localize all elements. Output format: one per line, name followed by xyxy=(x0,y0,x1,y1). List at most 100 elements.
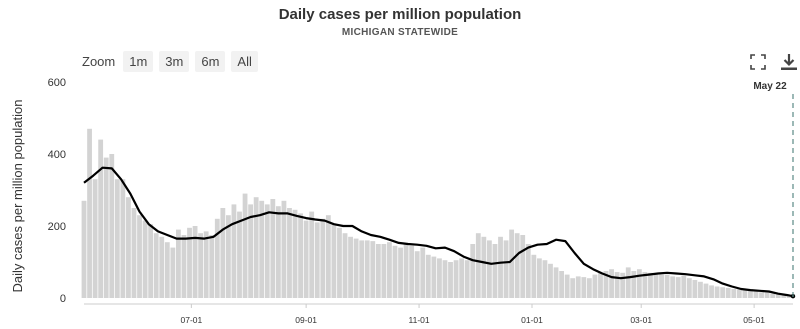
bar xyxy=(614,272,620,298)
bar xyxy=(603,271,609,298)
bar xyxy=(181,235,187,298)
bar xyxy=(714,286,720,298)
bar xyxy=(409,245,415,298)
bar xyxy=(525,244,531,298)
bar xyxy=(564,274,570,298)
bar xyxy=(370,241,376,298)
zoom-label: Zoom xyxy=(82,54,116,69)
bar xyxy=(187,227,192,298)
bar xyxy=(292,209,298,298)
marker-label: May 22 xyxy=(753,81,787,92)
bar xyxy=(759,292,764,298)
bar xyxy=(270,199,276,298)
bar xyxy=(192,226,198,298)
bar xyxy=(437,258,442,298)
y-axis-label: Daily cases per million population xyxy=(10,100,25,293)
bar xyxy=(303,220,309,298)
bar xyxy=(298,213,303,298)
x-axis: 07-01 09-01 11-01 01-01 03-01 05-01 xyxy=(84,303,793,325)
bar xyxy=(198,233,204,298)
bar xyxy=(264,204,270,298)
bar xyxy=(431,256,437,298)
bar xyxy=(503,240,509,298)
bar xyxy=(225,215,231,298)
bar xyxy=(720,287,726,298)
x-tick-label: 03-01 xyxy=(630,315,652,325)
bar xyxy=(453,260,459,298)
bar xyxy=(609,269,614,298)
bar xyxy=(736,289,742,298)
bar xyxy=(137,215,142,298)
bar xyxy=(448,262,453,298)
bar xyxy=(420,247,426,298)
bar xyxy=(786,295,792,298)
bar xyxy=(514,233,520,298)
bar xyxy=(242,193,248,298)
bar xyxy=(281,200,287,298)
bar xyxy=(559,271,565,298)
bar xyxy=(375,244,381,298)
bar xyxy=(148,224,154,298)
bar xyxy=(498,236,503,298)
download-icon[interactable] xyxy=(779,52,799,72)
bar xyxy=(686,278,692,298)
bar xyxy=(620,272,626,298)
bar xyxy=(237,211,242,298)
bar xyxy=(253,197,259,298)
bar xyxy=(625,267,631,298)
bar xyxy=(309,211,315,298)
bar xyxy=(487,240,492,298)
bar xyxy=(114,179,120,298)
bar xyxy=(775,294,781,298)
y-tick-label: 0 xyxy=(60,293,66,305)
bar xyxy=(342,233,348,298)
bar xyxy=(742,290,748,298)
x-tick-label: 09-01 xyxy=(295,315,317,325)
bar xyxy=(159,236,165,298)
bar xyxy=(531,254,537,298)
bar xyxy=(642,272,648,298)
bar xyxy=(98,139,104,298)
x-tick-label: 07-01 xyxy=(180,315,202,325)
bar xyxy=(659,274,664,298)
bar xyxy=(220,208,226,298)
bar xyxy=(681,275,687,298)
bar xyxy=(459,258,465,298)
bar xyxy=(353,238,359,298)
bar xyxy=(109,154,115,298)
bar xyxy=(164,242,170,298)
zoom-6m-button[interactable]: 6m xyxy=(195,51,226,72)
bar xyxy=(703,283,709,298)
bar xyxy=(403,244,409,298)
bar xyxy=(387,242,392,298)
bar xyxy=(392,245,398,298)
bar xyxy=(364,240,370,298)
bar xyxy=(636,269,642,298)
bar xyxy=(425,254,431,298)
zoom-3m-button[interactable]: 3m xyxy=(159,51,190,72)
bar xyxy=(548,263,553,298)
zoom-1m-button[interactable]: 1m xyxy=(123,51,154,72)
bar xyxy=(470,244,476,298)
bar xyxy=(764,292,770,298)
x-tick-label: 05-01 xyxy=(743,315,765,325)
bar xyxy=(475,233,481,298)
bar xyxy=(781,295,787,298)
fullscreen-icon[interactable] xyxy=(748,52,768,72)
bar xyxy=(509,229,515,298)
bar xyxy=(92,179,98,298)
zoom-all-button[interactable]: All xyxy=(231,51,258,72)
bar xyxy=(142,220,148,298)
bar xyxy=(709,285,714,298)
x-tick-label: 01-01 xyxy=(521,315,543,325)
bar xyxy=(414,251,420,298)
bar xyxy=(314,222,320,298)
bar xyxy=(648,272,653,298)
avg-line xyxy=(83,166,794,298)
bar xyxy=(287,208,292,298)
bars-layer xyxy=(81,128,792,298)
bar xyxy=(581,277,587,298)
bar xyxy=(81,200,87,298)
bar xyxy=(320,218,326,298)
